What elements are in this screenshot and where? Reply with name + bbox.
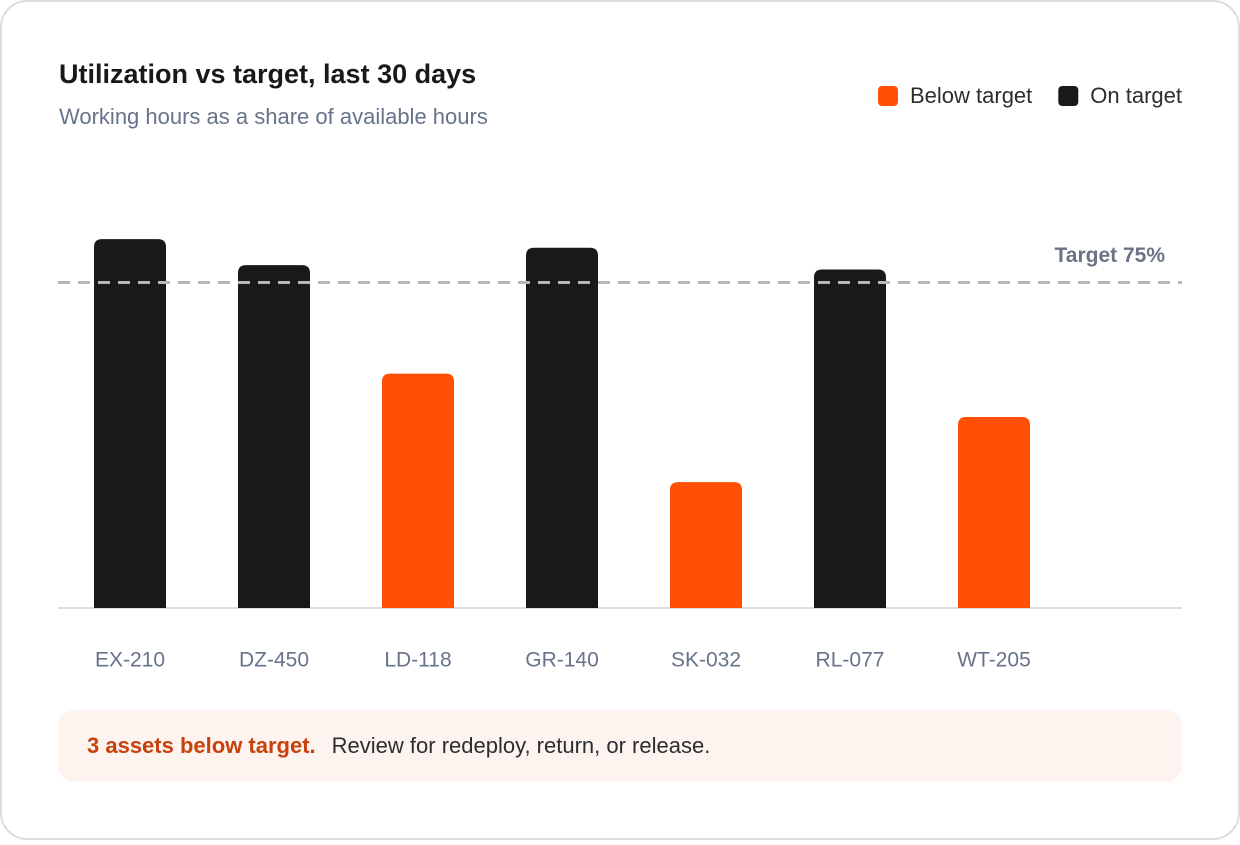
x-tick-label: SK-032 bbox=[671, 649, 741, 672]
bar bbox=[670, 482, 742, 608]
bar bbox=[382, 373, 454, 608]
x-tick-label: WT-205 bbox=[957, 649, 1031, 672]
legend-swatch bbox=[877, 86, 898, 106]
chart-subtitle: Working hours as a share of available ho… bbox=[59, 104, 488, 129]
bar bbox=[94, 239, 166, 608]
target-label: Target 75% bbox=[1055, 244, 1166, 267]
chart-title: Utilization vs target, last 30 days bbox=[59, 59, 476, 89]
callout-emphasis: 3 assets below target. bbox=[87, 733, 316, 758]
legend-label: On target bbox=[1090, 83, 1182, 108]
callout: 3 assets below target. Review for redeplo… bbox=[87, 733, 710, 758]
callout-box bbox=[58, 710, 1182, 782]
bar bbox=[526, 247, 598, 608]
x-tick-label: GR-140 bbox=[525, 649, 599, 672]
x-tick-label: LD-118 bbox=[384, 649, 451, 672]
bar bbox=[958, 417, 1030, 608]
x-tick-label: EX-210 bbox=[95, 649, 165, 672]
legend-label: Below target bbox=[910, 83, 1032, 108]
x-tick-label: RL-077 bbox=[816, 649, 885, 672]
legend-swatch bbox=[1058, 86, 1079, 106]
bar bbox=[238, 265, 310, 608]
x-tick-label: DZ-450 bbox=[239, 649, 309, 672]
bar bbox=[814, 269, 886, 608]
callout-text: Review for redeploy, return, or release. bbox=[332, 733, 711, 758]
